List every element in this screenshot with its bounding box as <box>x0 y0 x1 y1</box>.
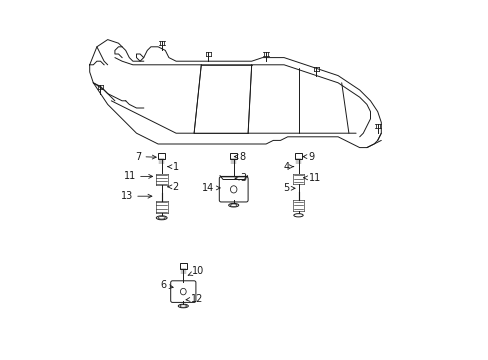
Text: 10: 10 <box>188 266 204 276</box>
Text: 13: 13 <box>121 191 152 201</box>
Text: 9: 9 <box>303 152 314 162</box>
Ellipse shape <box>180 288 186 295</box>
Ellipse shape <box>230 204 237 206</box>
Text: 6: 6 <box>160 280 173 291</box>
FancyBboxPatch shape <box>295 153 301 159</box>
Text: 1: 1 <box>167 162 178 172</box>
Text: 8: 8 <box>234 152 245 162</box>
Text: 3: 3 <box>235 173 245 183</box>
Ellipse shape <box>293 213 303 217</box>
Ellipse shape <box>178 304 188 308</box>
Text: 11: 11 <box>124 171 152 181</box>
Text: 11: 11 <box>303 173 320 183</box>
Ellipse shape <box>180 305 186 307</box>
FancyBboxPatch shape <box>180 263 186 269</box>
Text: 7: 7 <box>135 152 156 162</box>
Text: 2: 2 <box>167 182 179 192</box>
Text: 4: 4 <box>283 162 293 172</box>
Text: 5: 5 <box>283 183 294 193</box>
FancyBboxPatch shape <box>219 177 247 202</box>
Ellipse shape <box>228 203 238 207</box>
FancyBboxPatch shape <box>158 153 165 159</box>
Ellipse shape <box>230 186 237 193</box>
Ellipse shape <box>156 216 167 220</box>
FancyBboxPatch shape <box>170 281 196 302</box>
Text: 14: 14 <box>202 183 220 193</box>
Text: 12: 12 <box>185 294 203 304</box>
Ellipse shape <box>158 216 165 219</box>
FancyBboxPatch shape <box>230 153 237 159</box>
